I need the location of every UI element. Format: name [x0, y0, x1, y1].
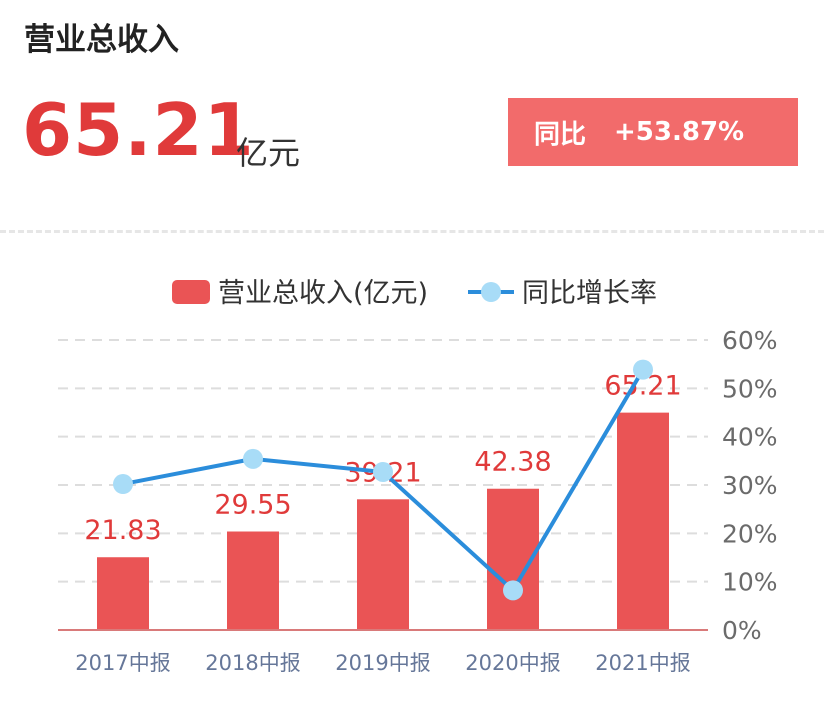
- growth-rate-point: [633, 359, 653, 380]
- yoy-value: +53.87%: [614, 117, 745, 147]
- y-right-tick-label: 10%: [722, 568, 778, 597]
- growth-rate-point: [373, 461, 393, 482]
- growth-rate-point: [243, 448, 263, 469]
- legend-bar-label: 营业总收入(亿元): [218, 278, 428, 309]
- y-right-tick-label: 60%: [722, 326, 778, 355]
- bar: [617, 412, 669, 630]
- y-right-tick-label: 0%: [722, 616, 762, 645]
- x-tick-label: 2017中报: [75, 651, 170, 675]
- legend-line-label: 同比增长率: [522, 278, 657, 309]
- x-tick-label: 2018中报: [205, 651, 300, 675]
- yoy-badge: 同比 +53.87%: [508, 98, 798, 166]
- y-right-tick-label: 30%: [722, 471, 778, 500]
- x-tick-label: 2021中报: [595, 651, 690, 675]
- x-tick-label: 2020中报: [465, 651, 560, 675]
- bar-value-label: 21.83: [84, 515, 161, 546]
- bar-value-label: 42.38: [474, 447, 551, 478]
- growth-rate-point: [503, 580, 523, 601]
- legend-bar-swatch: [172, 280, 210, 304]
- page-title: 营业总收入: [24, 22, 179, 58]
- section-divider: [0, 230, 824, 233]
- y-right-tick-label: 50%: [722, 374, 778, 403]
- bar: [97, 557, 149, 630]
- revenue-chart: 营业总收入(亿元) 同比增长率 0% 10% 20% 30% 40% 50% 60% 2017中报…: [58, 278, 778, 675]
- bar: [227, 531, 279, 630]
- y-right-tick-label: 40%: [722, 423, 778, 452]
- growth-rate-point: [113, 474, 133, 495]
- revenue-value: 65.21: [22, 88, 255, 172]
- revenue-unit: 亿元: [236, 134, 301, 172]
- bar-value-label: 29.55: [214, 490, 291, 521]
- bar: [357, 499, 409, 630]
- yoy-label: 同比: [534, 119, 587, 150]
- y-right-tick-label: 20%: [722, 519, 778, 548]
- legend-line-marker: [481, 282, 501, 302]
- x-tick-label: 2019中报: [335, 651, 430, 675]
